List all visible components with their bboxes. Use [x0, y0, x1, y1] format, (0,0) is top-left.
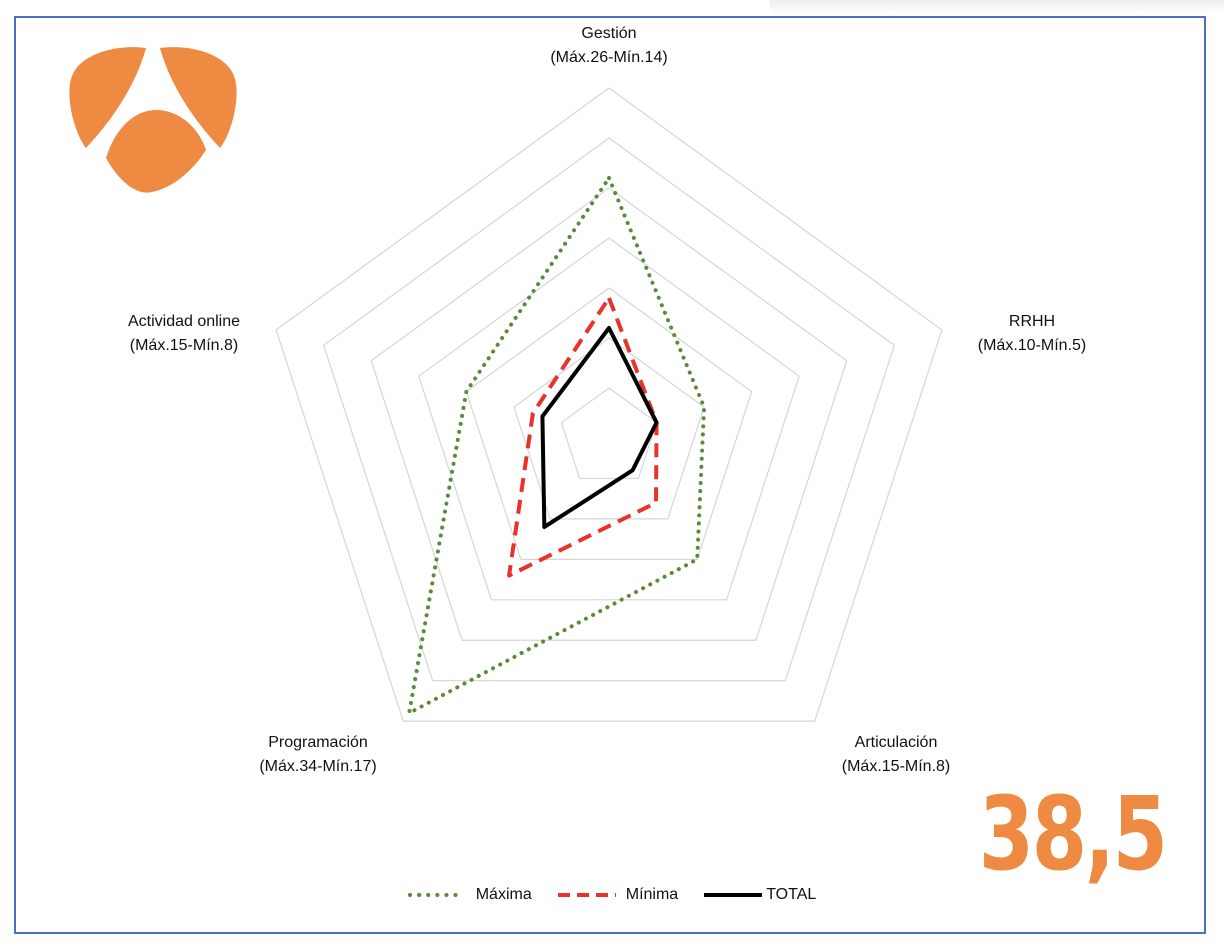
legend-item-maxima: Máxima	[407, 886, 532, 904]
grid-ring-2	[513, 337, 705, 520]
total-score: 38,5	[979, 775, 1168, 894]
legend-swatch-total	[704, 893, 763, 897]
legend-label-minima: Mínima	[625, 886, 679, 903]
legend-label-maxima: Máxima	[475, 886, 532, 903]
grid-ring-6	[322, 137, 896, 682]
axis-label-articulacion: Articulación (Máx.15-Mín.8)	[841, 734, 951, 775]
axis-label-programacion: Programación (Máx.34-Mín.17)	[259, 734, 377, 775]
grid-ring-5	[370, 187, 848, 641]
series-m-nima-line	[507, 296, 659, 578]
chart-frame	[14, 16, 1206, 934]
top-shadow	[770, 0, 1224, 14]
axis-label-rrhh: RRHH (Máx.10-Mín.5)	[977, 313, 1087, 354]
legend-swatch-maxima	[407, 893, 466, 897]
grid-ring-7	[275, 87, 943, 722]
series-total-line	[540, 326, 659, 529]
grid-ring-1	[560, 387, 658, 480]
brand-logo	[69, 47, 237, 193]
legend-label-total: TOTAL	[766, 886, 817, 903]
grid-ring-3	[465, 287, 753, 560]
grid-ring-4	[418, 237, 800, 601]
legend-swatch-minima	[557, 893, 616, 897]
series-m-xima-line	[407, 176, 707, 716]
legend-item-minima: Mínima	[557, 886, 679, 904]
axis-label-gestion: Gestión (Máx.26-Mín.14)	[550, 25, 668, 66]
chart-legend: Máxima Mínima TOTAL	[0, 886, 1224, 904]
axis-label-actividad-online: Actividad online (Máx.15-Mín.8)	[127, 313, 241, 354]
legend-item-total: TOTAL	[704, 886, 816, 904]
